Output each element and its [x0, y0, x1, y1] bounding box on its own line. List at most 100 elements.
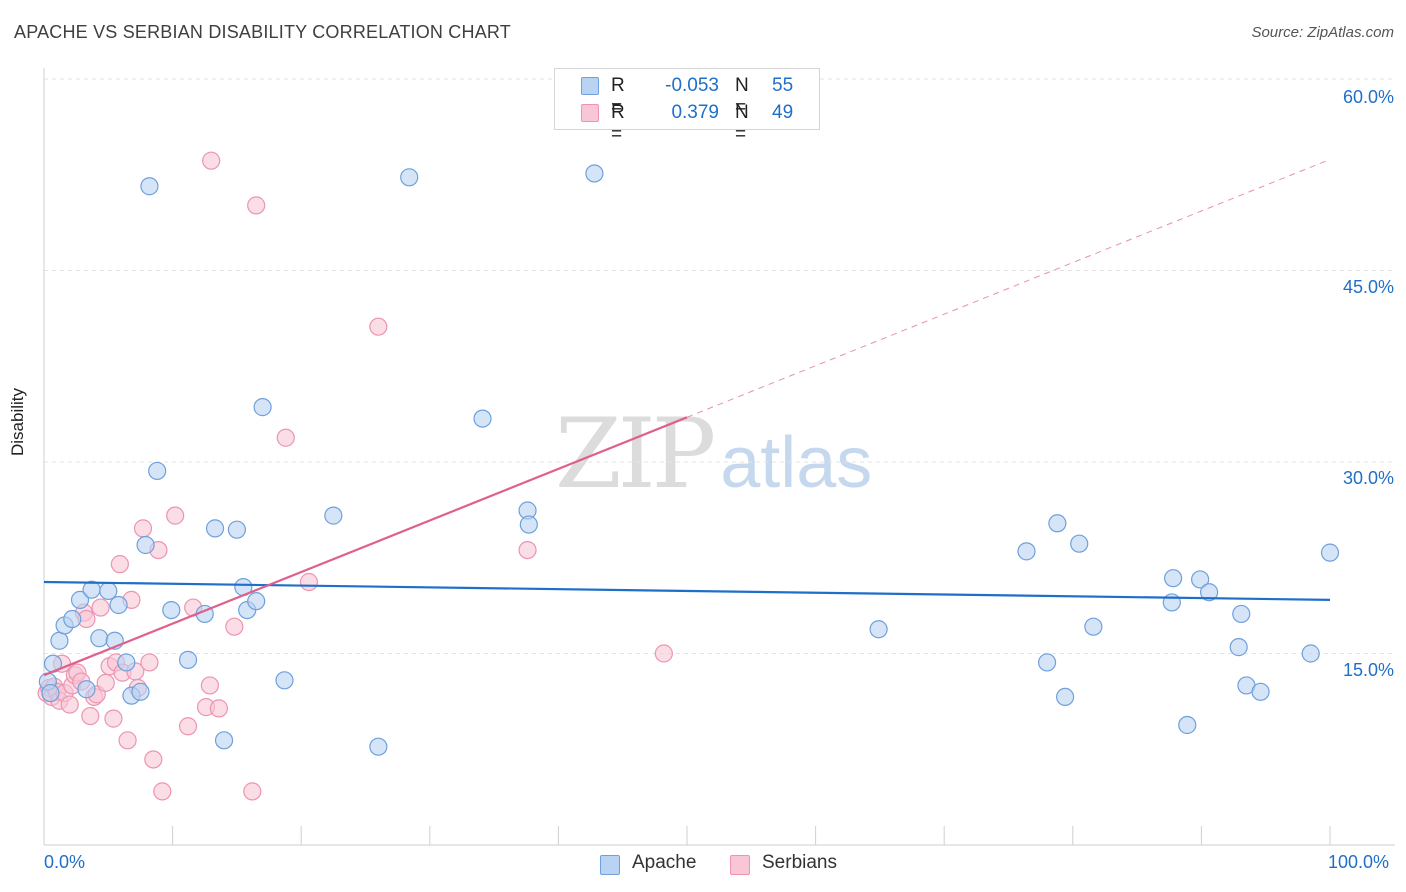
- apache-point-54: [1320, 543, 1340, 562]
- apache-point-48: [1200, 583, 1219, 602]
- apache-point-30: [324, 506, 343, 525]
- apache-point-16: [136, 535, 155, 555]
- serbians-n-value: 49: [772, 102, 794, 123]
- apache-point-37: [869, 620, 888, 639]
- apache-point-46: [1178, 715, 1197, 735]
- y-tick-label-30: 30.0%: [1342, 468, 1394, 488]
- serbians-point-44: [369, 317, 388, 336]
- serbians-point-21: [104, 709, 123, 728]
- apache-n-value: 55: [772, 75, 794, 96]
- serbians-point-47: [202, 151, 221, 170]
- apache-r-value: -0.053: [665, 75, 719, 96]
- apache-point-7: [77, 680, 96, 699]
- serbians-point-40: [225, 617, 244, 636]
- apache-point-9: [90, 629, 109, 648]
- apache-point-15: [131, 682, 150, 701]
- serbians-r-value: 0.379: [671, 102, 719, 123]
- serbians-point-19: [96, 673, 115, 692]
- apache-point-10: [99, 581, 118, 601]
- correlation-legend: R = -0.053 N = 55 R = 0.379 N = 49: [554, 68, 820, 145]
- serbians-point-30: [140, 653, 159, 672]
- apache-point-44: [1162, 593, 1181, 612]
- source-credit: Source: ZipAtlas.com: [1251, 24, 1394, 41]
- serbians-point-38: [200, 676, 219, 695]
- apache-point-29: [275, 671, 294, 690]
- apache-point-13: [117, 653, 136, 672]
- bottom-serbians-swatch: [730, 855, 750, 875]
- apache-point-41: [1055, 687, 1075, 707]
- apache-swatch: [581, 77, 599, 95]
- serbians-point-43: [299, 572, 319, 592]
- axes: [43, 68, 1395, 846]
- serbians-n-label: N =: [735, 102, 749, 145]
- apache-point-32: [400, 168, 419, 187]
- apache-point-38: [1017, 542, 1036, 561]
- apache-point-53: [1301, 644, 1320, 663]
- serbians-point-23: [110, 555, 129, 574]
- serbians-point-8: [60, 695, 79, 714]
- serbians-point-39: [209, 699, 228, 718]
- serbians-points: [37, 151, 673, 801]
- serbians-point-18: [91, 598, 110, 617]
- apache-point-31: [369, 737, 388, 756]
- serbians-r-label: R =: [611, 102, 625, 145]
- apache-points: [38, 164, 1340, 756]
- apache-point-43: [1084, 617, 1103, 636]
- serbians-point-15: [81, 706, 100, 726]
- apache-point-49: [1229, 638, 1248, 657]
- x-max-label: 100.0%: [1328, 852, 1390, 872]
- apache-point-17: [140, 177, 159, 196]
- serbians-point-41: [247, 196, 266, 215]
- trend-lines: [43, 158, 1331, 677]
- bottom-serbians-label: Serbians: [762, 852, 837, 873]
- serbians-point-42: [276, 428, 295, 447]
- serbians-point-46: [654, 644, 673, 663]
- apache-point-50: [1232, 604, 1251, 624]
- apache-point-24: [227, 520, 246, 539]
- apache-point-52: [1251, 682, 1270, 701]
- chart-title: APACHE VS SERBIAN DISABILITY CORRELATION…: [14, 22, 511, 42]
- apache-r-label: R =: [611, 75, 625, 118]
- apache-point-20: [178, 650, 198, 669]
- serbians-point-25: [118, 731, 137, 750]
- apache-point-12: [109, 595, 128, 615]
- serbians-point-35: [178, 717, 198, 736]
- bottom-apache-swatch: [600, 855, 620, 875]
- apache-point-6: [70, 590, 90, 609]
- y-tick-label-45: 45.0%: [1342, 277, 1394, 297]
- apache-n-label: N =: [735, 75, 749, 118]
- watermark-atlas: atlas: [720, 423, 873, 503]
- serbians-point-48: [243, 782, 262, 801]
- serbians-trend-line: [43, 416, 688, 677]
- y-axis-title: Disability: [8, 387, 27, 456]
- apache-point-47: [1191, 570, 1210, 589]
- serbians-swatch: [581, 104, 599, 122]
- apache-point-19: [162, 600, 181, 620]
- serbians-point-33: [153, 782, 172, 801]
- apache-point-39: [1037, 653, 1057, 672]
- apache-point-33: [473, 409, 492, 428]
- apache-point-45: [1164, 569, 1183, 588]
- apache-point-22: [205, 519, 225, 538]
- serbians-point-34: [166, 506, 185, 525]
- serbians-trend-extension: [686, 158, 1331, 418]
- apache-point-36: [585, 164, 604, 183]
- apache-point-3: [50, 631, 69, 650]
- serbians-point-45: [518, 540, 537, 560]
- bottom-apache-label: Apache: [632, 852, 697, 873]
- apache-trend-line: [43, 580, 1331, 601]
- apache-point-40: [1048, 514, 1067, 533]
- apache-point-23: [214, 731, 234, 750]
- y-tick-label-60: 60.0%: [1342, 87, 1394, 107]
- x-min-label: 0.0%: [44, 852, 86, 872]
- apache-point-42: [1070, 534, 1089, 553]
- serbians-point-31: [144, 750, 163, 769]
- apache-point-35: [519, 515, 538, 534]
- apache-point-1: [41, 683, 60, 703]
- apache-point-5: [63, 609, 82, 629]
- apache-point-18: [148, 461, 167, 481]
- serbians-point-29: [133, 519, 153, 538]
- apache-point-28: [253, 398, 272, 417]
- apache-point-27: [247, 592, 266, 611]
